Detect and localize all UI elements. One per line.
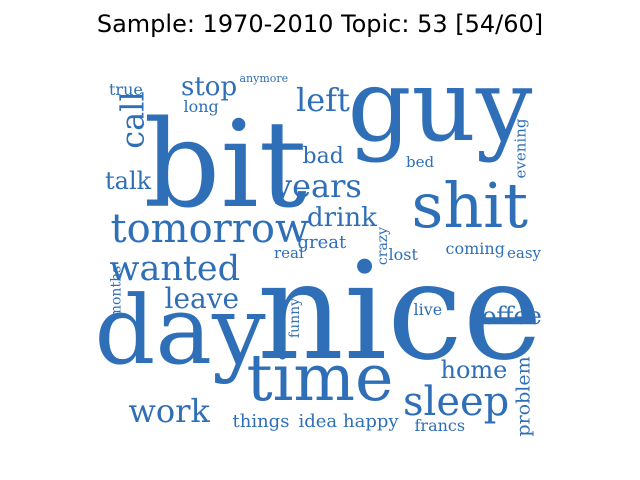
word-call: call	[113, 91, 152, 149]
word-long: long	[183, 97, 219, 116]
word-easy: easy	[507, 243, 541, 262]
word-nice: nice	[257, 232, 543, 390]
word-bad: bad	[302, 144, 344, 169]
word-bed: bed	[406, 152, 435, 171]
word-bit: bit	[143, 96, 307, 235]
word-idea: idea	[298, 411, 338, 432]
word-work: work	[128, 392, 210, 430]
word-years: years	[274, 167, 362, 205]
word-evening: evening	[511, 118, 530, 178]
word-time: time	[246, 340, 394, 416]
word-drink: drink	[307, 203, 377, 233]
word-problem: problem	[512, 355, 535, 437]
word-home: home	[440, 356, 508, 384]
word-wanted: wanted	[109, 248, 241, 289]
word-francs: francs	[414, 416, 466, 435]
word-coffee: coffee	[468, 302, 542, 330]
word-great: great	[297, 232, 347, 253]
word-lost: lost	[388, 245, 418, 264]
word-months: months	[107, 265, 124, 319]
word-real: real	[274, 243, 304, 262]
word-anymore: anymore	[239, 71, 289, 85]
word-live: live	[413, 300, 443, 319]
word-leave: leave	[164, 282, 240, 315]
word-things: things	[232, 411, 290, 432]
word-guy: guy	[347, 47, 533, 164]
word-coming: coming	[445, 239, 505, 258]
word-left: left	[296, 81, 350, 119]
word-tomorrow: tomorrow	[110, 206, 310, 252]
word-stop: stop	[181, 72, 238, 102]
word-sleep: sleep	[403, 379, 510, 425]
word-cloud: guy bit nice day time shit tomorrow wanted sleep…	[95, 56, 550, 448]
word-happy: happy	[343, 411, 399, 432]
word-shit: shit	[411, 169, 529, 242]
word-talk: talk	[105, 167, 152, 195]
word-day: day	[94, 275, 266, 386]
word-funny: funny	[287, 297, 304, 339]
figure-title: Sample: 1970-2010 Topic: 53 [54/60]	[96, 10, 544, 38]
word-true: true	[109, 80, 143, 99]
